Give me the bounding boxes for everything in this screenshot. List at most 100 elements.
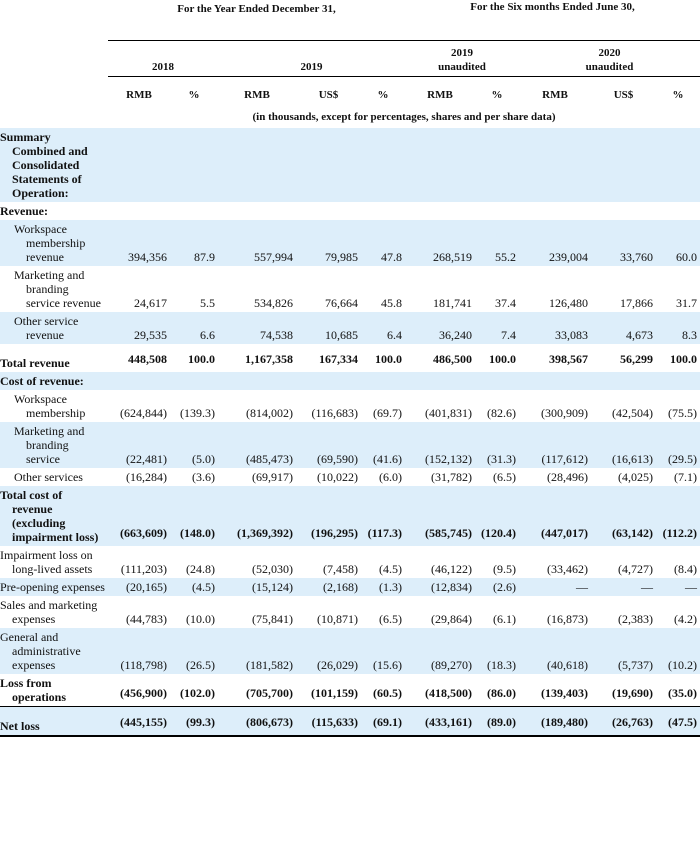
- table-row: Cost of revenue:: [0, 372, 700, 390]
- unit-row: RMB% RMB US$% RMB% RMB US$%: [0, 76, 700, 104]
- cell-value: (148.0): [170, 486, 218, 546]
- cell-value: (2,383): [618, 612, 654, 626]
- cell-value: 31.7: [676, 296, 698, 310]
- cell-value: 76,664: [325, 296, 358, 310]
- row-label: Other services: [14, 470, 83, 484]
- year-heading: 2020 unaudited: [519, 40, 700, 77]
- cell-value: (5.0): [170, 422, 218, 468]
- table-row: Marketing and branding service revenue 24…: [0, 266, 700, 312]
- table-body: Summary Combined and Consolidated Statem…: [0, 128, 700, 737]
- year: 2019: [300, 60, 323, 73]
- cell-value: (6.5): [493, 470, 517, 484]
- period-heading: For the Six months Ended June 30,: [405, 0, 700, 41]
- cell-value: 29,535: [108, 312, 170, 344]
- cell-value: (41.6): [361, 422, 406, 468]
- cell-value: (19,690): [612, 686, 654, 700]
- year: 2018: [152, 60, 174, 73]
- cell-value: (8.4): [674, 562, 698, 576]
- cell-value: 24,617: [134, 296, 167, 310]
- cell-value: (60.5): [373, 686, 403, 700]
- cell-value: 394,356: [108, 220, 170, 266]
- cell-value: (118,798): [108, 628, 170, 674]
- cell-value: (16,613): [591, 422, 657, 468]
- cell-value: (1,369,392): [218, 486, 296, 546]
- table-row: Workspace membership (624,844) (139.3) (814…: [0, 390, 700, 422]
- table-row: Total revenue 448,508 100.0 1,167,358 167,33…: [0, 344, 700, 372]
- row-label: Workspace membership: [14, 392, 86, 420]
- cell-value: (111,203): [120, 562, 167, 576]
- cell-value: 33,083: [519, 312, 592, 344]
- cell-value: 268,519: [405, 220, 476, 266]
- cell-value: (2,168): [296, 578, 361, 596]
- cell-value: 37.4: [495, 296, 517, 310]
- table-row: Other services (16,284) (3.6) (69,917) (10,0…: [0, 468, 700, 486]
- cell-value: (433,161): [405, 706, 476, 737]
- cell-value: 87.9: [170, 220, 218, 266]
- year-heading: 2019: [218, 40, 406, 77]
- units-note: (in thousands, except for percentages, s…: [252, 111, 556, 123]
- cell-value: (69,917): [252, 470, 293, 484]
- unit-heading: RMB: [126, 89, 152, 101]
- cell-value: 17,866: [620, 296, 654, 310]
- cell-value: 10,685: [296, 312, 361, 344]
- cell-value: (29.5): [656, 422, 700, 468]
- unit-heading: %: [491, 89, 503, 101]
- cell-value: (152,132): [405, 422, 476, 468]
- cell-value: (4,727): [618, 562, 654, 576]
- year-heading: 2018: [108, 40, 218, 77]
- year: 2019: [451, 46, 474, 59]
- cell-value: (663,609): [108, 486, 170, 546]
- cell-value: (31,782): [431, 470, 473, 484]
- note-row: (in thousands, except for percentages, s…: [0, 104, 700, 128]
- cell-value: (15.6): [361, 628, 406, 674]
- cell-value: (15,124): [218, 578, 296, 596]
- table-header: For the Year Ended December 31, For the …: [0, 0, 700, 128]
- unit-heading: %: [672, 89, 684, 101]
- cell-value: 79,985: [296, 220, 361, 266]
- unit-heading: US$: [318, 89, 339, 101]
- cell-value: (12,834): [405, 578, 476, 596]
- row-label: Total cost of revenue (excluding impairm…: [0, 486, 108, 546]
- cell-value: 6.6: [170, 312, 218, 344]
- cell-value: (401,831): [425, 406, 473, 420]
- cell-value: (33,462): [547, 562, 589, 576]
- cell-value: (10.0): [186, 612, 215, 626]
- cell-value: (69.1): [361, 706, 406, 737]
- cell-value: 486,500: [433, 352, 473, 366]
- cell-value: (418,500): [425, 686, 473, 700]
- cell-value: 60.0: [656, 220, 700, 266]
- cell-value: (181,582): [218, 628, 296, 674]
- row-label: General and administrative expenses: [0, 628, 108, 674]
- cell-value: (5,737): [591, 628, 657, 674]
- cell-value: (26,029): [296, 628, 361, 674]
- cell-value: (7.1): [674, 470, 698, 484]
- row-label: Sales and marketing expenses: [0, 598, 98, 626]
- cell-value: (485,473): [218, 422, 296, 468]
- cell-value: 100.0: [670, 352, 698, 366]
- empty-cells: [108, 128, 700, 202]
- cell-value: (24.8): [186, 562, 215, 576]
- cell-value: 167,334: [319, 352, 358, 366]
- row-label: Marketing and branding service revenue: [14, 268, 101, 310]
- cell-value: 181,741: [433, 296, 473, 310]
- year: 2020: [598, 46, 621, 59]
- row-label: Revenue:: [0, 204, 48, 218]
- table-row: Sales and marketing expenses (44,783) (10.…: [0, 596, 700, 628]
- cell-value: (22,481): [108, 422, 170, 468]
- cell-value: (4,025): [618, 470, 654, 484]
- cell-value: (120.4): [475, 486, 520, 546]
- table-row: Workspace membership revenue 394,356 87.9 5…: [0, 220, 700, 266]
- cell-value: (6.0): [379, 470, 403, 484]
- unit-heading: RMB: [427, 89, 453, 101]
- cell-value: (585,745): [405, 486, 476, 546]
- cell-value: (456,900): [120, 686, 167, 700]
- table-row: Total cost of revenue (excluding impairm…: [0, 486, 700, 546]
- empty-cells: [108, 202, 700, 220]
- cell-value: —: [591, 578, 657, 596]
- spacer: [0, 40, 108, 76]
- cell-value: (52,030): [252, 562, 293, 576]
- cell-value: 239,004: [519, 220, 592, 266]
- row-label: Other service revenue: [0, 312, 108, 344]
- cell-value: 5.5: [200, 296, 215, 310]
